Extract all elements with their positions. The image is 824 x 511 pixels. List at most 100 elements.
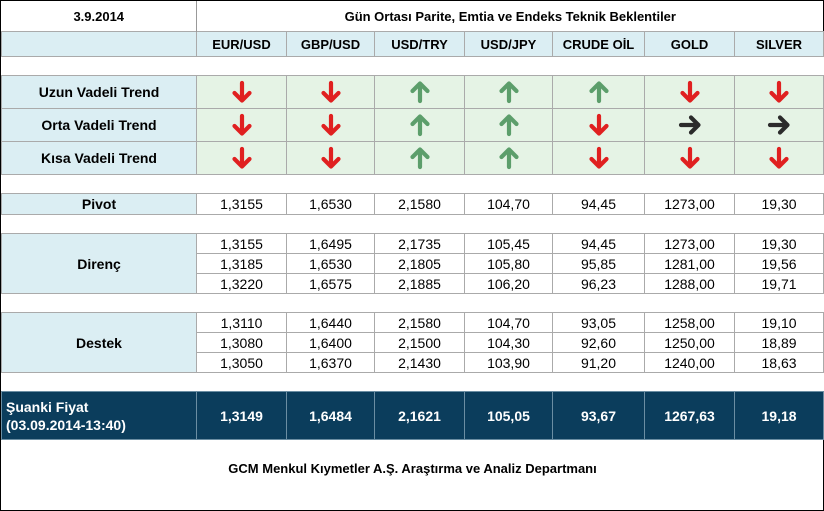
resistance-value: 1,3155 xyxy=(196,233,287,254)
arrow-up-icon xyxy=(588,81,609,104)
trend-cell xyxy=(644,108,735,142)
arrow-down-icon xyxy=(588,113,609,136)
support-value: 104,30 xyxy=(464,332,553,353)
arrow-up-icon xyxy=(498,114,519,137)
arrow-down-icon xyxy=(231,80,252,103)
header-row: 3.9.2014 Gün Ortası Parite, Emtia ve End… xyxy=(1,1,824,32)
arrow-right-icon xyxy=(678,115,701,135)
resistance-value: 1,6530 xyxy=(286,253,375,274)
outlook-table: 3.9.2014 Gün Ortası Parite, Emtia ve End… xyxy=(1,1,824,497)
report-date: 3.9.2014 xyxy=(1,1,197,32)
resistance-value: 96,23 xyxy=(552,273,645,294)
trend-cell xyxy=(733,75,824,109)
resistance-value: 1,6495 xyxy=(286,233,375,254)
arrow-down-icon xyxy=(231,113,252,136)
trend-cell xyxy=(286,141,375,175)
current-price-value: 1267,63 xyxy=(644,391,735,440)
support-row: Destek 1,3110 1,6440 2,1580 104,70 93,05… xyxy=(1,312,824,373)
resistance-value: 105,45 xyxy=(464,233,553,254)
support-value: 19,10 xyxy=(733,312,824,333)
pivot-value: 104,70 xyxy=(464,193,553,215)
arrow-up-icon xyxy=(409,81,430,104)
support-value: 1250,00 xyxy=(644,332,735,353)
column-header-blank xyxy=(1,31,197,57)
trend-cell xyxy=(374,141,465,175)
support-row: 1,3050 1,6370 2,1430 103,90 91,20 1240,0… xyxy=(2,352,824,373)
resistance-label: Direnç xyxy=(1,233,197,294)
support-label: Destek xyxy=(1,312,197,373)
trend-cell xyxy=(464,108,553,142)
pivot-value: 1,3155 xyxy=(196,193,287,215)
current-price-label: Şuanki Fiyat (03.09.2014-13:40) xyxy=(1,391,197,440)
arrow-up-icon xyxy=(409,114,430,137)
trend-cell xyxy=(196,141,287,175)
current-price-value: 2,1621 xyxy=(374,391,465,440)
spacer-row xyxy=(1,372,824,392)
pivot-label: Pivot xyxy=(1,193,197,215)
spacer-row xyxy=(1,293,824,313)
resistance-value: 1,6575 xyxy=(286,273,375,294)
support-value: 18,63 xyxy=(733,352,824,373)
column-header: EUR/USD xyxy=(196,31,287,57)
trend-cell xyxy=(552,75,645,109)
trend-cell xyxy=(286,108,375,142)
column-header: USD/JPY xyxy=(464,31,553,57)
trend-row: Uzun Vadeli Trend xyxy=(1,75,824,109)
current-price-value: 1,3149 xyxy=(196,391,287,440)
resistance-value: 1288,00 xyxy=(644,273,735,294)
support-value: 93,05 xyxy=(552,312,645,333)
resistance-row: 1,3185 1,6530 2,1805 105,80 95,85 1281,0… xyxy=(2,253,824,274)
resistance-value: 106,20 xyxy=(464,273,553,294)
support-value: 1258,00 xyxy=(644,312,735,333)
trend-cell xyxy=(733,141,824,175)
pivot-value: 1,6530 xyxy=(286,193,375,215)
arrow-down-icon xyxy=(320,80,341,103)
support-value: 1,3110 xyxy=(196,312,287,333)
trend-cell xyxy=(552,108,645,142)
arrow-down-icon xyxy=(679,80,700,103)
column-header: GBP/USD xyxy=(286,31,375,57)
arrow-down-icon xyxy=(231,146,252,169)
pivot-value: 19,30 xyxy=(733,193,824,215)
spacer-row xyxy=(1,214,824,234)
resistance-value: 2,1735 xyxy=(374,233,465,254)
support-value: 104,70 xyxy=(464,312,553,333)
resistance-value: 2,1805 xyxy=(374,253,465,274)
arrow-down-icon xyxy=(769,146,789,169)
resistance-row: Direnç 1,3155 1,6495 2,1735 105,45 94,45… xyxy=(1,233,824,294)
support-value: 2,1500 xyxy=(374,332,465,353)
trend-cell xyxy=(644,141,735,175)
arrow-up-icon xyxy=(498,147,519,170)
resistance-value: 1281,00 xyxy=(644,253,735,274)
resistance-value: 94,45 xyxy=(552,233,645,254)
trend-cell xyxy=(286,75,375,109)
resistance-value: 95,85 xyxy=(552,253,645,274)
resistance-value: 105,80 xyxy=(464,253,553,274)
resistance-value: 1,3220 xyxy=(196,273,287,294)
current-price-title: Şuanki Fiyat xyxy=(6,398,89,415)
arrow-up-icon xyxy=(409,147,430,170)
support-value: 18,89 xyxy=(733,332,824,353)
footer-row: GCM Menkul Kıymetler A.Ş. Araştırma ve A… xyxy=(2,440,824,498)
resistance-value: 1273,00 xyxy=(644,233,735,254)
arrow-up-icon xyxy=(498,81,519,104)
trend-label: Uzun Vadeli Trend xyxy=(1,75,197,109)
arrow-down-icon xyxy=(320,113,341,136)
column-header: GOLD xyxy=(644,31,735,57)
support-value: 2,1580 xyxy=(374,312,465,333)
support-value: 2,1430 xyxy=(374,352,465,373)
footer-text: GCM Menkul Kıymetler A.Ş. Araştırma ve A… xyxy=(228,461,597,476)
trend-cell xyxy=(464,75,553,109)
resistance-value: 19,56 xyxy=(733,253,824,274)
resistance-value: 19,30 xyxy=(733,233,824,254)
current-price-value: 19,18 xyxy=(733,391,824,440)
support-value: 1,6370 xyxy=(286,352,375,373)
support-value: 1,6400 xyxy=(286,332,375,353)
report-title: Gün Ortası Parite, Emtia ve Endeks Tekni… xyxy=(344,8,676,24)
column-header: SILVER xyxy=(733,31,824,57)
resistance-value: 2,1885 xyxy=(374,273,465,294)
trend-cell xyxy=(464,141,553,175)
arrow-down-icon xyxy=(679,146,700,169)
support-value: 1,6440 xyxy=(286,312,375,333)
